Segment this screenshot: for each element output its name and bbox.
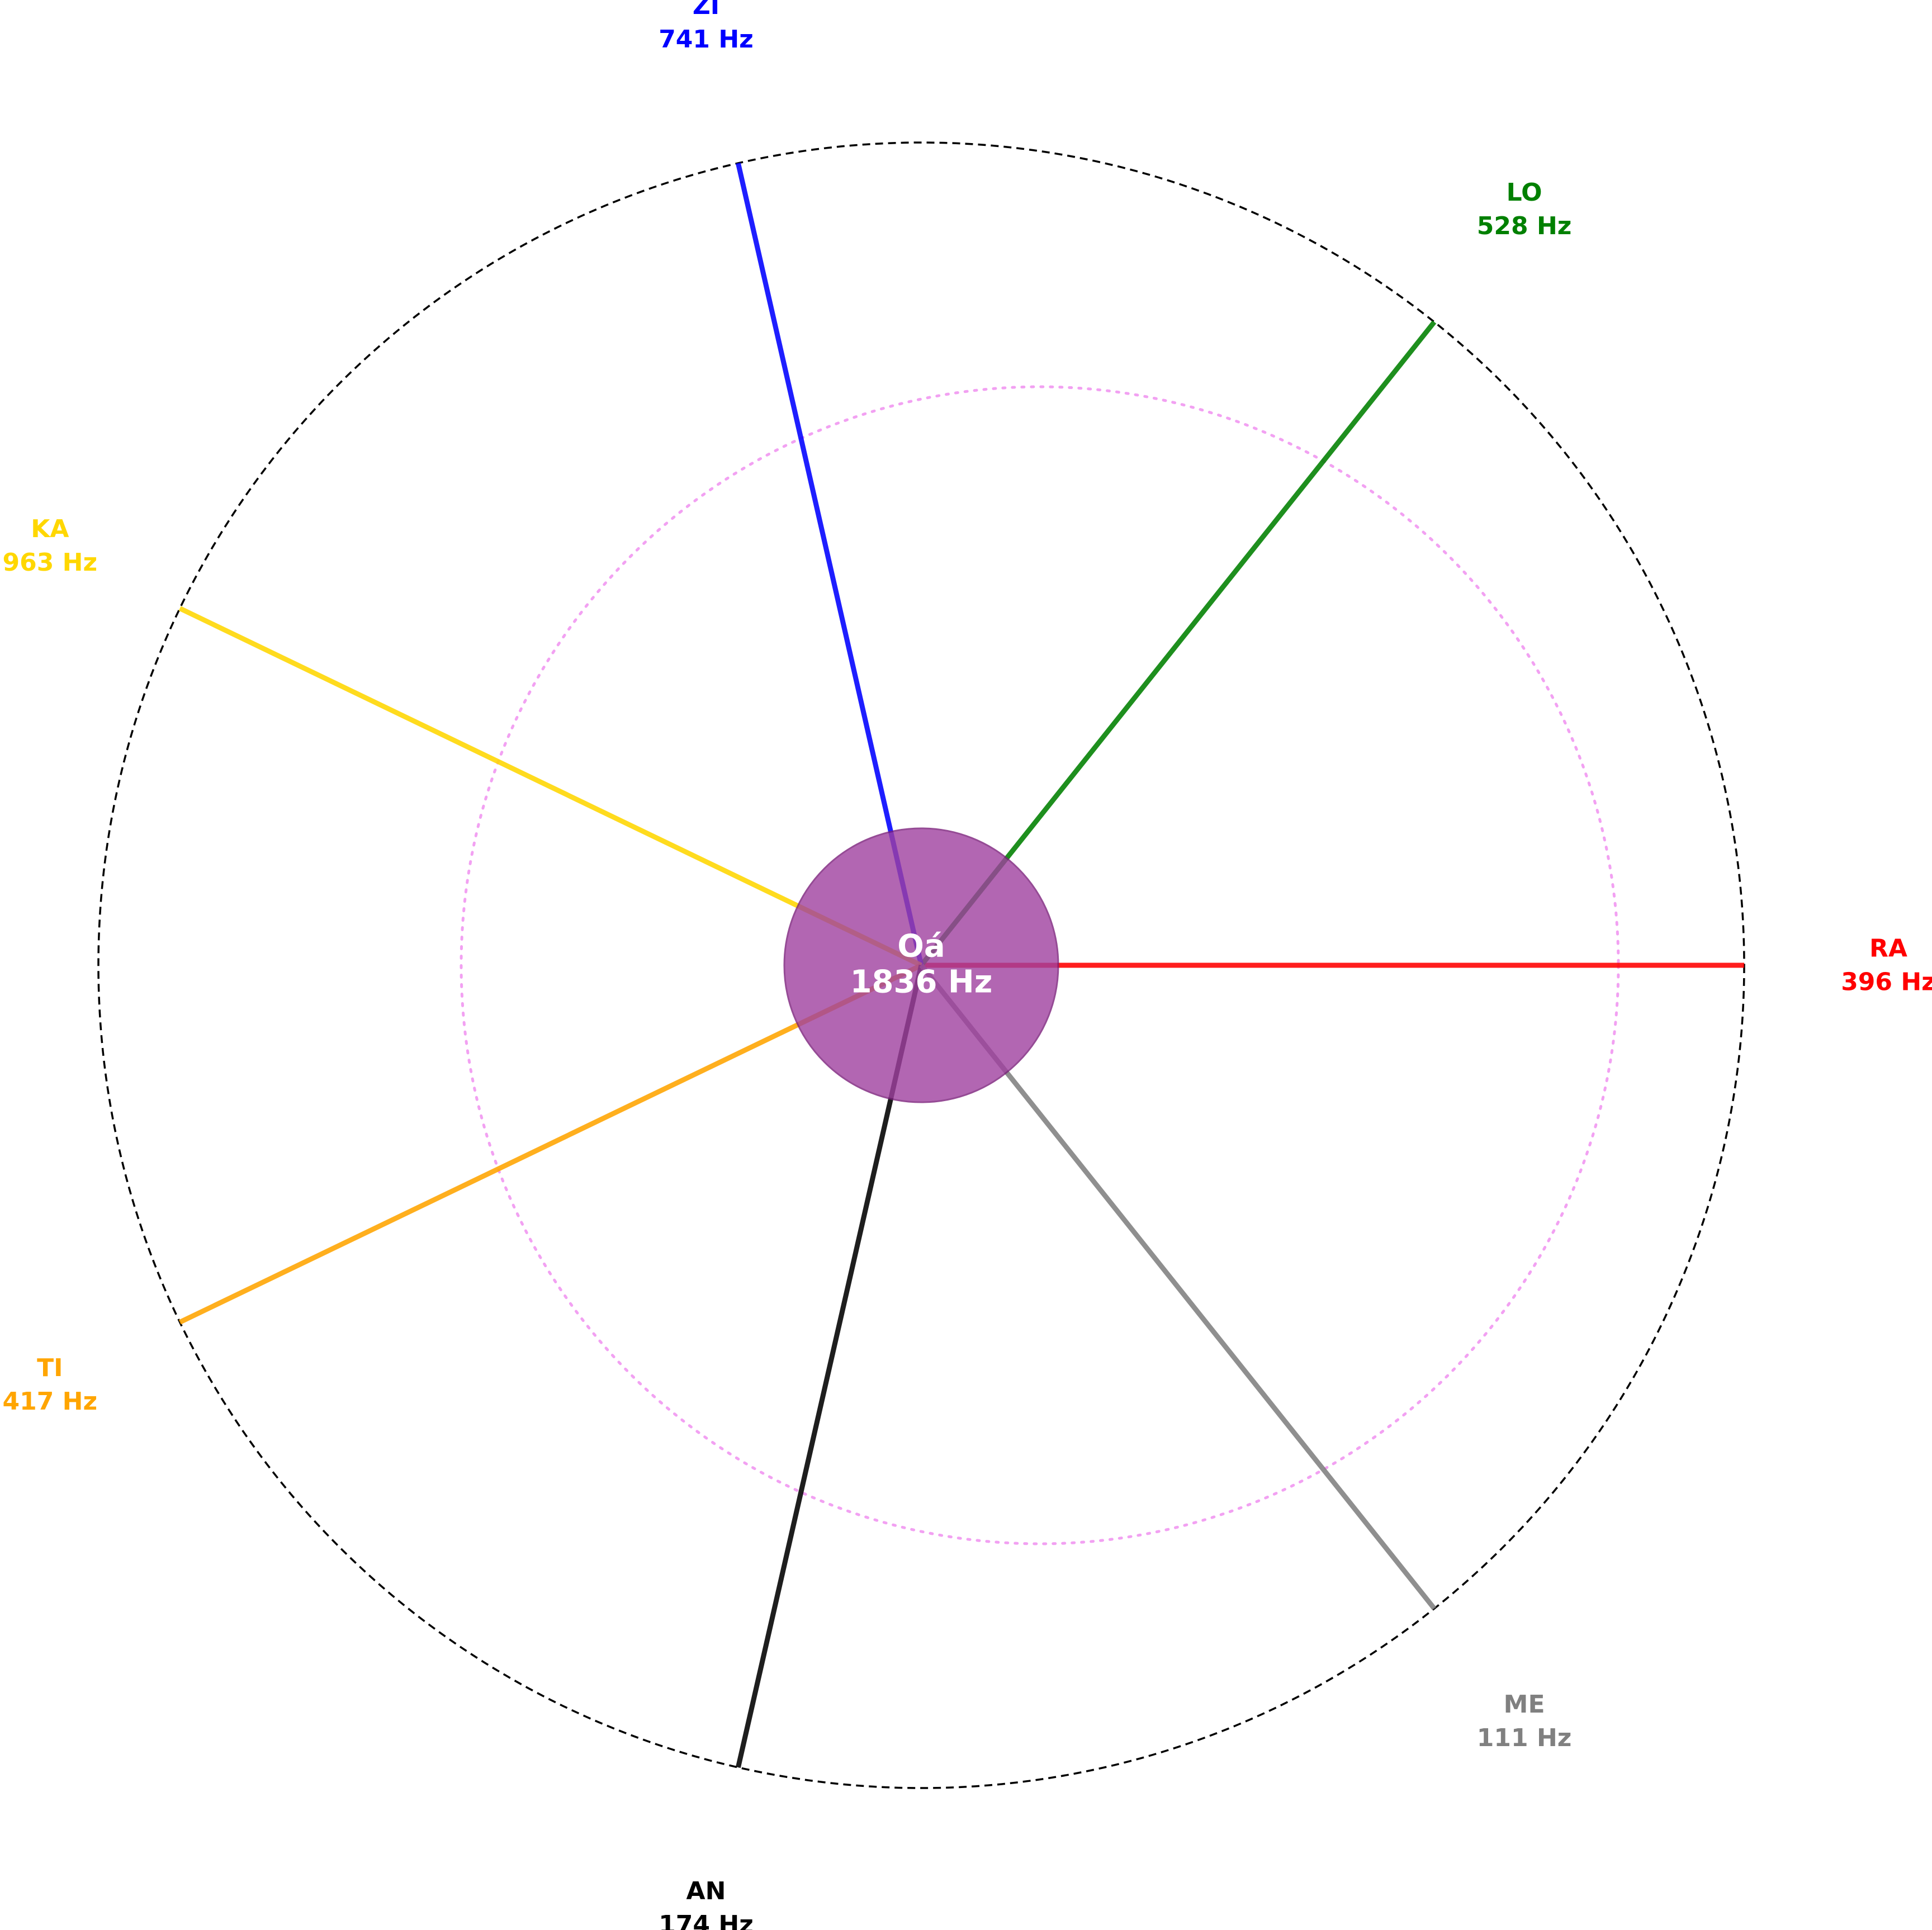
spoke-frequency-an: 174 Hz — [659, 1910, 754, 1930]
spoke-label-ka: KA 963 Hz — [2, 515, 97, 577]
spoke-label-ra: RA 396 Hz — [1841, 935, 1932, 997]
spoke-label-me: ME 111 Hz — [1477, 1690, 1572, 1752]
center-name-label: Oá — [897, 928, 945, 965]
center-frequency-label: 1836 Hz — [850, 964, 993, 1000]
spoke-name-zi: ZI — [693, 0, 719, 20]
spoke-frequency-ra: 396 Hz — [1841, 968, 1932, 997]
spoke-frequency-lo: 528 Hz — [1477, 212, 1572, 240]
spoke-frequency-ka: 963 Hz — [2, 548, 97, 577]
spoke-frequency-zi: 741 Hz — [659, 25, 754, 54]
center-node: Oá 1836 Hz — [783, 827, 1059, 1103]
spoke-label-an: AN 174 Hz — [659, 1877, 754, 1930]
center-disc — [783, 827, 1059, 1103]
spoke-label-zi: ZI 741 Hz — [659, 0, 754, 54]
spoke-name-ra: RA — [1869, 935, 1907, 963]
spoke-frequency-me: 111 Hz — [1477, 1724, 1572, 1752]
spoke-frequency-ti: 417 Hz — [2, 1387, 97, 1416]
spoke-name-an: AN — [686, 1877, 726, 1905]
spoke-label-lo: LO 528 Hz — [1477, 178, 1572, 240]
spoke-label-ti: TI 417 Hz — [2, 1354, 97, 1416]
spoke-name-lo: LO — [1507, 178, 1542, 207]
spoke-name-me: ME — [1504, 1690, 1545, 1719]
spoke-name-ti: TI — [37, 1354, 63, 1382]
spoke-name-ka: KA — [31, 515, 69, 543]
